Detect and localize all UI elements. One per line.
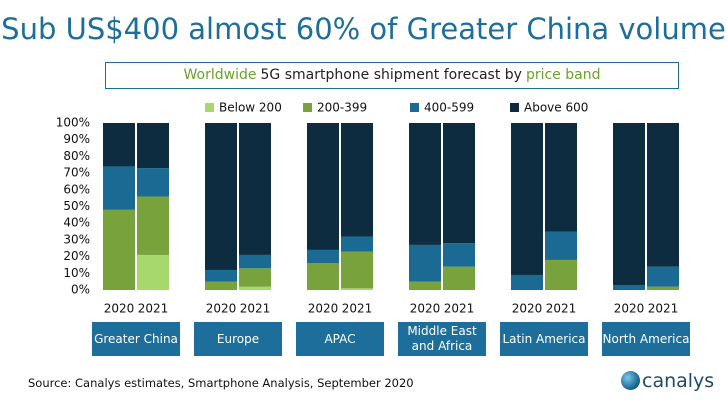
- y-tick-label: 70%: [63, 166, 90, 180]
- bar-segment: [103, 123, 135, 167]
- bar-segment: [239, 268, 271, 287]
- y-tick-label: 100%: [56, 116, 90, 130]
- bar-segment: [409, 244, 441, 282]
- y-tick-label: 90%: [63, 132, 90, 146]
- bar-segment: [647, 123, 679, 267]
- bar-segment: [205, 123, 237, 270]
- logo-icon: [621, 371, 640, 390]
- bar-segment: [137, 196, 169, 255]
- bar-segment: [137, 123, 169, 169]
- bar-segment: [443, 123, 475, 244]
- y-tick-label: 30%: [63, 232, 90, 246]
- x-tick-label: 2021: [138, 302, 169, 316]
- bar-segment: [239, 123, 271, 255]
- x-tick-label: 2021: [240, 302, 271, 316]
- brand: canalys: [642, 370, 715, 392]
- bar-segment: [103, 209, 135, 290]
- bar-segment: [307, 263, 339, 290]
- bar-segment: [613, 123, 645, 285]
- x-tick-label: 2021: [648, 302, 679, 316]
- bar-segment: [545, 231, 577, 260]
- y-tick-label: 0%: [71, 283, 90, 297]
- source: Source: Canalys estimates, Smartphone An…: [28, 376, 414, 390]
- legend-swatch: [510, 103, 519, 112]
- bar-segment: [205, 281, 237, 290]
- x-tick-label: 2020: [104, 302, 135, 316]
- x-tick-label: 2020: [410, 302, 441, 316]
- x-tick-label: 2021: [546, 302, 577, 316]
- y-tick-label: 40%: [63, 216, 90, 230]
- bar-segment: [409, 281, 441, 290]
- bar-segment: [307, 249, 339, 264]
- x-tick-label: 2020: [308, 302, 339, 316]
- region-label: Greater China: [92, 322, 180, 356]
- bar-segment: [511, 274, 543, 290]
- region-label: Europe: [194, 322, 282, 356]
- x-tick-label: 2021: [444, 302, 475, 316]
- bar-segment: [307, 123, 339, 250]
- legend-label: 400-599: [424, 101, 474, 115]
- bar-segment: [137, 254, 169, 290]
- bar-segment: [443, 266, 475, 290]
- bar-segment: [205, 269, 237, 282]
- bar-segment: [341, 236, 373, 252]
- bar-segment: [137, 168, 169, 197]
- region-label: Middle East and Africa: [398, 322, 486, 356]
- y-tick-label: 60%: [63, 182, 90, 196]
- bar-segment: [647, 286, 679, 290]
- x-tick-label: 2021: [342, 302, 373, 316]
- bar-segment: [511, 123, 543, 275]
- legend-label: Above 600: [524, 101, 588, 115]
- bar-segment: [341, 288, 373, 290]
- bar-segment: [239, 286, 271, 290]
- subtitle-part: 5G smartphone shipment forecast by: [260, 67, 522, 83]
- legend-swatch: [205, 103, 214, 112]
- bar-segment: [103, 166, 135, 210]
- bar-segment: [613, 284, 645, 290]
- bar-segment: [545, 259, 577, 290]
- bar-segment: [647, 266, 679, 287]
- bar-segment: [545, 123, 577, 232]
- bar-segment: [409, 123, 441, 245]
- legend-swatch: [410, 103, 419, 112]
- bar-segment: [341, 123, 373, 237]
- x-tick-label: 2020: [512, 302, 543, 316]
- subtitle-part: price band: [525, 67, 601, 83]
- subtitle-box: Worldwide 5G smartphone shipment forecast…: [105, 62, 679, 89]
- legend-label: 200-399: [317, 101, 367, 115]
- y-tick-label: 10%: [63, 266, 90, 280]
- bar-segment: [239, 254, 271, 269]
- y-tick-label: 50%: [63, 199, 90, 213]
- subtitle-part: Worldwide: [183, 67, 257, 83]
- region-label: North America: [602, 322, 690, 356]
- region-label: APAC: [296, 322, 384, 356]
- x-tick-label: 2020: [614, 302, 645, 316]
- y-tick-label: 80%: [63, 149, 90, 163]
- title: Sub US$400 almost 60% of Greater China v…: [1, 12, 726, 46]
- legend-swatch: [303, 103, 312, 112]
- y-tick-label: 20%: [63, 249, 90, 263]
- x-tick-label: 2020: [206, 302, 237, 316]
- region-label: Latin America: [500, 322, 588, 356]
- bar-segment: [443, 243, 475, 267]
- bar-segment: [341, 251, 373, 289]
- legend-label: Below 200: [219, 101, 282, 115]
